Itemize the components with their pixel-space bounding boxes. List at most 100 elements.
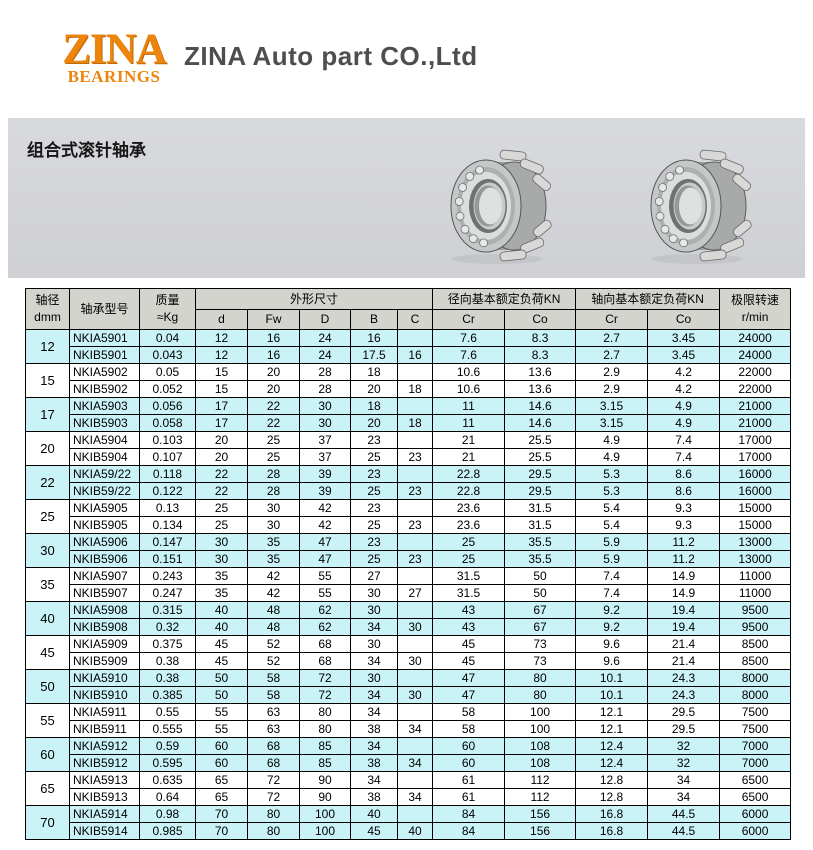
cell-model: NKIA5912 (69, 737, 140, 755)
cell-model: NKIB5913 (69, 788, 140, 806)
cell-axial-cr: 7.4 (575, 567, 649, 585)
cell-axial-cr: 2.9 (575, 380, 649, 398)
cell-radial-cr: 60 (432, 754, 506, 772)
cell-speed: 16000 (719, 482, 792, 500)
table-row: 35 NKIA5907 0.243 35 42 55 27 31.5 50 7.4 14.9 1100… (25, 567, 792, 602)
cell-dim-fw: 80 (247, 822, 300, 840)
cell-dim-outer-d: 100 (299, 805, 351, 823)
cell-radial-co: 25.5 (504, 448, 577, 466)
cell-dim-c (396, 567, 434, 585)
cell-axial-cr: 9.2 (575, 601, 649, 619)
cell-mass: 0.118 (139, 465, 196, 483)
cell-mass: 0.38 (139, 652, 196, 670)
cell-dim-b: 17.5 (350, 346, 398, 364)
cell-shaft-diameter: 45 (25, 635, 70, 670)
cell-shaft-diameter: 25 (25, 499, 70, 534)
cell-dim-outer-d: 55 (299, 567, 351, 585)
table-body: 12 NKIA5901 0.04 12 16 24 16 7.6 8.3 2.7 3.45 24000… (25, 329, 792, 840)
cell-speed: 15000 (719, 499, 792, 517)
cell-axial-co: 9.3 (647, 516, 721, 534)
cell-axial-co: 7.4 (647, 431, 721, 449)
table-row: NKIB5901 0.043 12 16 24 17.5 16 7.6 8.3 2.7 3.45 24… (26, 346, 792, 364)
cell-radial-co: 80 (504, 686, 577, 704)
cell-dim-c (396, 329, 434, 347)
cell-radial-cr: 58 (432, 720, 506, 738)
cell-dim-d: 17 (195, 397, 248, 415)
cell-radial-co: 156 (504, 805, 577, 823)
cell-dim-b: 38 (350, 788, 398, 806)
cell-dim-fw: 25 (247, 448, 300, 466)
cell-dim-outer-d: 55 (299, 584, 351, 602)
cell-dim-outer-d: 37 (299, 431, 351, 449)
cell-radial-cr: 22.8 (432, 465, 506, 483)
cell-shaft-diameter: 60 (25, 737, 70, 772)
col-header-axial-co: Co (647, 309, 721, 330)
cell-dim-outer-d: 90 (299, 788, 351, 806)
cell-radial-co: 108 (504, 737, 577, 755)
cell-dim-d: 45 (195, 652, 248, 670)
cell-speed: 7500 (719, 703, 792, 721)
cell-radial-co: 100 (504, 720, 577, 738)
cell-dim-fw: 58 (247, 669, 300, 687)
cell-radial-co: 8.3 (504, 329, 577, 347)
cell-radial-cr: 45 (432, 652, 506, 670)
cell-mass: 0.052 (139, 380, 196, 398)
cell-axial-co: 44.5 (647, 805, 721, 823)
cell-speed: 7500 (719, 720, 792, 738)
cell-dim-d: 35 (195, 584, 248, 602)
cell-axial-co: 34 (647, 771, 721, 789)
header-unit: r/min (741, 310, 769, 324)
cell-speed: 24000 (719, 329, 792, 347)
cell-dim-outer-d: 68 (299, 652, 351, 670)
cell-radial-cr: 25 (432, 533, 506, 551)
cell-radial-cr: 43 (432, 618, 506, 636)
table-row: NKIB5910 0.385 50 58 72 34 30 47 80 10.1 24.3 8000 (26, 686, 792, 704)
cell-mass: 0.98 (139, 805, 196, 823)
cell-dim-d: 17 (195, 414, 248, 432)
cell-dim-outer-d: 30 (299, 414, 351, 432)
cell-model: NKIA5901 (69, 329, 140, 347)
cell-dim-fw: 16 (247, 329, 300, 347)
cell-dim-b: 25 (350, 482, 398, 500)
col-header-mass: 质量 ≈Kg (139, 288, 196, 330)
cell-dim-fw: 42 (247, 567, 300, 585)
cell-axial-co: 14.9 (647, 567, 721, 585)
cell-radial-cr: 84 (432, 805, 506, 823)
cell-dim-d: 40 (195, 601, 248, 619)
cell-radial-co: 13.6 (504, 363, 577, 381)
cell-dim-b: 34 (350, 686, 398, 704)
cell-dim-outer-d: 28 (299, 380, 351, 398)
cell-dim-outer-d: 80 (299, 703, 351, 721)
cell-model: NKIA5913 (69, 771, 140, 789)
col-header-axial-cr: Cr (575, 309, 649, 330)
cell-dim-fw: 25 (247, 431, 300, 449)
cell-dim-outer-d: 62 (299, 601, 351, 619)
cell-shaft-diameter: 65 (25, 771, 70, 806)
cell-dim-fw: 30 (247, 516, 300, 534)
cell-dim-d: 60 (195, 754, 248, 772)
cell-mass: 0.55 (139, 703, 196, 721)
cell-axial-co: 24.3 (647, 686, 721, 704)
cell-axial-co: 4.9 (647, 414, 721, 432)
cell-radial-cr: 47 (432, 669, 506, 687)
cell-dim-outer-d: 42 (299, 499, 351, 517)
cell-dim-b: 34 (350, 771, 398, 789)
cell-dim-c (396, 397, 434, 415)
cell-dim-b: 25 (350, 516, 398, 534)
cell-radial-cr: 23.6 (432, 499, 506, 517)
cell-axial-co: 32 (647, 737, 721, 755)
cell-axial-cr: 12.8 (575, 788, 649, 806)
cell-model: NKIA5914 (69, 805, 140, 823)
cell-speed: 13000 (719, 533, 792, 551)
cell-dim-c (396, 499, 434, 517)
cell-mass: 0.243 (139, 567, 196, 585)
cell-axial-cr: 12.1 (575, 720, 649, 738)
cell-radial-co: 50 (504, 567, 577, 585)
table-row: NKIB5909 0.38 45 52 68 34 30 45 73 9.6 21.4 8500 (26, 652, 792, 670)
cell-model: NKIA5909 (69, 635, 140, 653)
cell-speed: 8000 (719, 686, 792, 704)
cell-dim-fw: 16 (247, 346, 300, 364)
cell-speed: 6500 (719, 788, 792, 806)
cell-radial-co: 67 (504, 618, 577, 636)
cell-dim-b: 25 (350, 448, 398, 466)
